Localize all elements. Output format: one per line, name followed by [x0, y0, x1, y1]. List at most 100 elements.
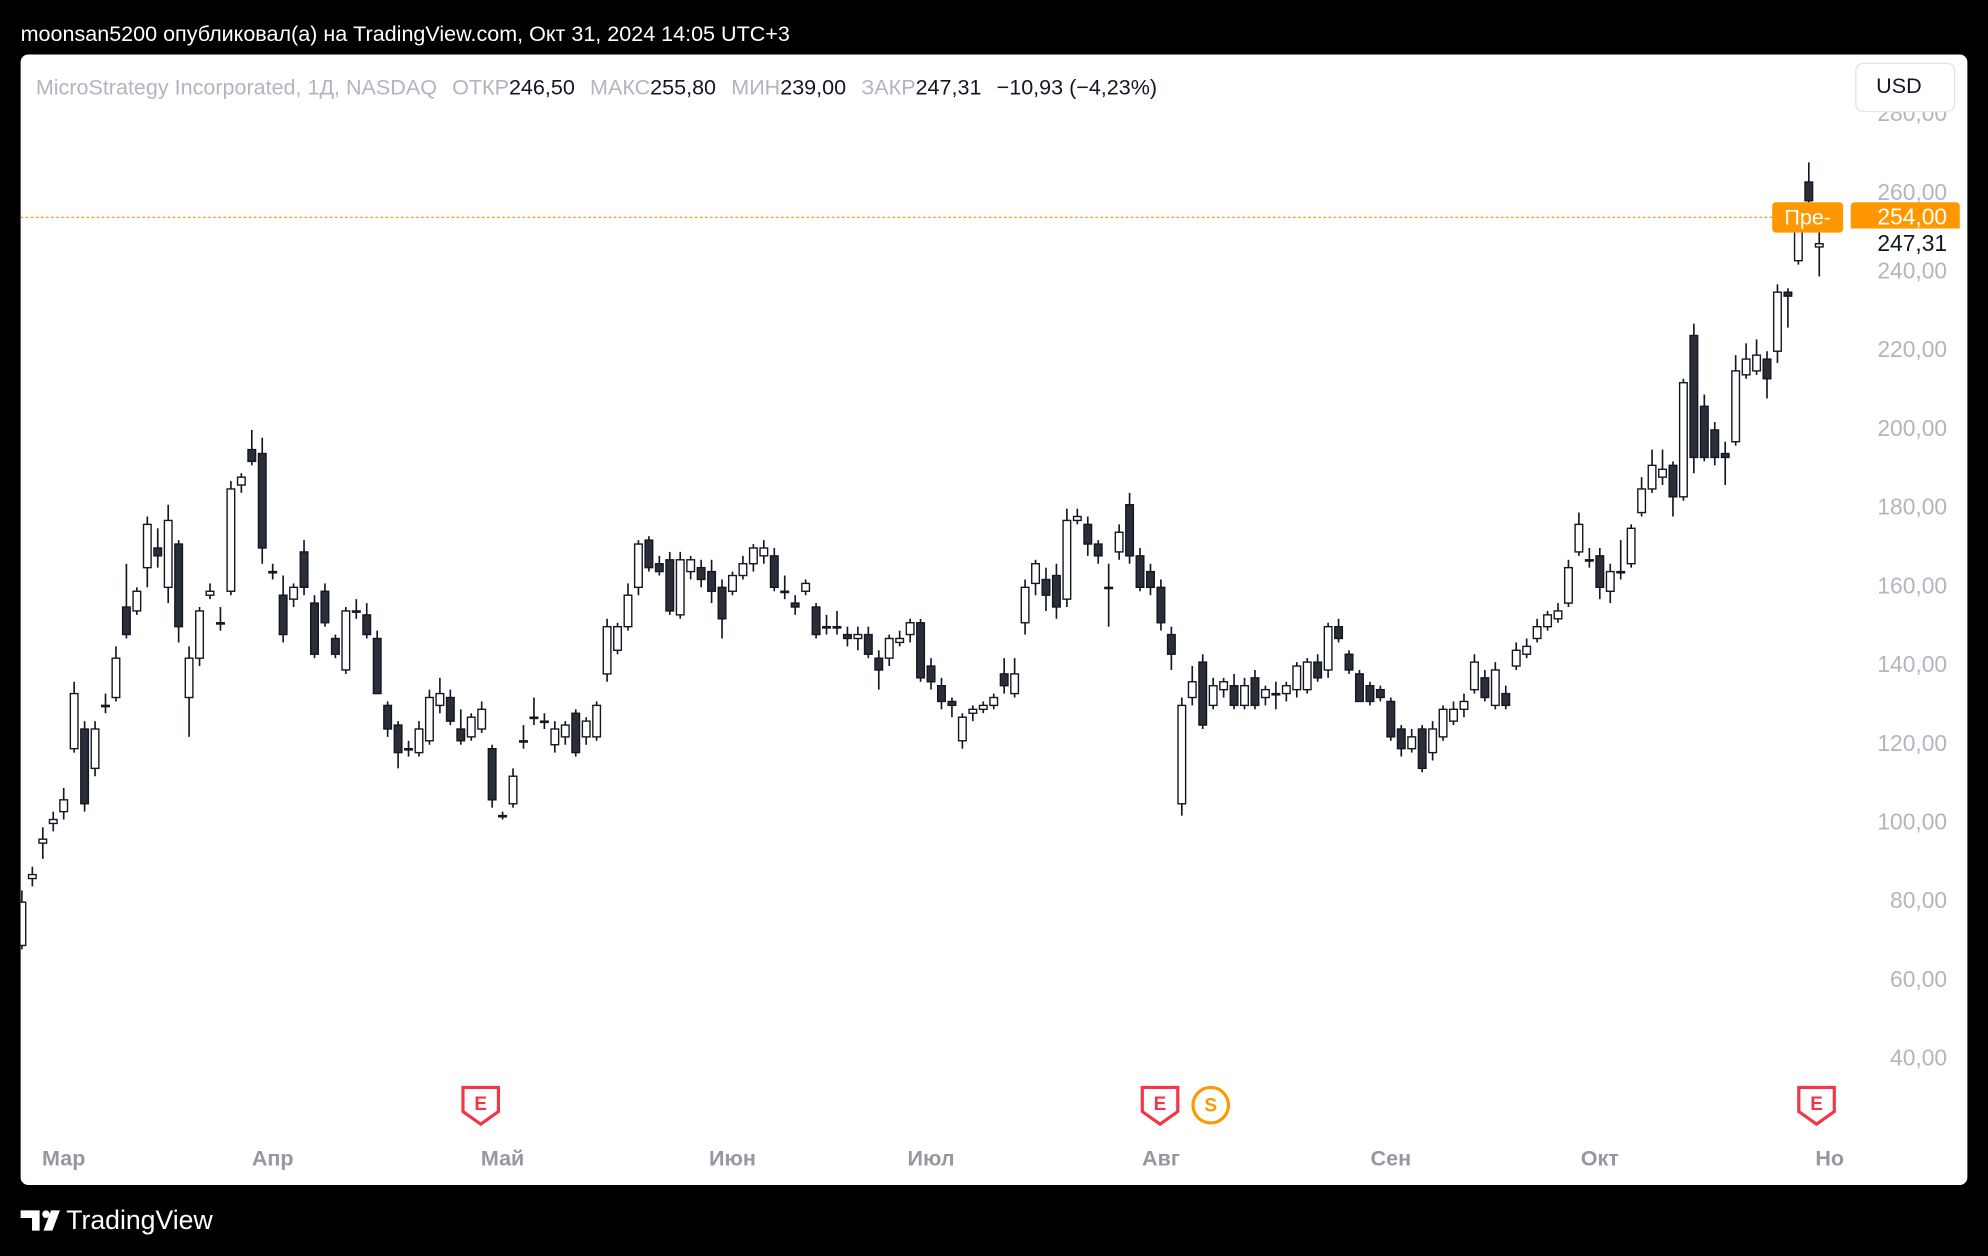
candle-body	[1114, 531, 1124, 553]
candle-body	[884, 637, 894, 659]
y-tick-label: 80,00	[1890, 887, 1947, 913]
candle-body	[905, 622, 915, 636]
candle-body	[1250, 677, 1260, 707]
candle-body	[999, 673, 1009, 687]
candle-body	[1260, 688, 1270, 699]
candle-body	[1010, 673, 1020, 695]
candle-body	[1647, 464, 1657, 490]
x-tick-label: Сен	[1371, 1146, 1412, 1170]
y-tick-label: 140,00	[1877, 651, 1947, 677]
candle-body	[247, 448, 257, 463]
candle-body	[1449, 708, 1459, 722]
event-icon[interactable]	[1140, 1085, 1180, 1127]
y-tick-label: 220,00	[1877, 336, 1947, 362]
candle-body	[1187, 681, 1197, 699]
event-label[interactable]: E	[1810, 1094, 1823, 1115]
candle-body	[1031, 563, 1041, 585]
candle-body	[1083, 523, 1093, 545]
candle-body	[1375, 688, 1385, 699]
candle-body	[707, 570, 717, 592]
candle-body	[424, 696, 434, 742]
publish-caption: moonsan5200 опубликовал(а) на TradingVie…	[21, 22, 790, 46]
candle-body	[90, 728, 100, 770]
low: 239,00	[780, 75, 846, 99]
open: 246,50	[509, 75, 575, 99]
event-icon[interactable]	[461, 1085, 501, 1127]
event-label[interactable]: S	[1204, 1095, 1217, 1116]
candle-body	[142, 523, 152, 569]
candle-body	[769, 555, 779, 589]
candle-body	[790, 602, 800, 608]
candle-body	[644, 539, 654, 569]
premarket-price-badge	[1850, 202, 1960, 233]
candle-body	[299, 551, 309, 589]
logo-v	[43, 1210, 60, 1231]
candle-body	[1793, 228, 1803, 262]
event-icon[interactable]	[1191, 1085, 1231, 1125]
event-split[interactable]: S	[1191, 1085, 1231, 1125]
candle-body	[727, 574, 737, 592]
last-price-badge	[1850, 228, 1960, 259]
candle-body	[320, 590, 330, 624]
candle-body	[1166, 633, 1176, 655]
currency[interactable]: USD	[1876, 74, 1921, 98]
candle-body	[226, 488, 236, 592]
candle-body	[654, 563, 664, 573]
candle-body	[1595, 555, 1605, 589]
candle-body	[69, 692, 79, 750]
candle-body	[1093, 543, 1103, 557]
candle-body	[1616, 570, 1626, 574]
currency-box[interactable]	[1855, 62, 1956, 113]
candle-body	[696, 566, 706, 581]
candle-body	[926, 665, 936, 683]
event-label[interactable]: E	[1154, 1094, 1167, 1115]
event-earnings[interactable]: E	[1797, 1085, 1836, 1127]
candle-body	[623, 594, 633, 628]
candle-body	[1302, 661, 1312, 691]
event-earnings[interactable]: E	[1140, 1085, 1180, 1127]
candle-body	[863, 633, 873, 655]
candle-body	[1626, 527, 1636, 565]
candle-body	[27, 873, 37, 880]
candle-body	[1584, 559, 1594, 562]
candle-body	[132, 590, 142, 612]
candle-body	[1292, 665, 1302, 691]
candle-body	[1710, 429, 1720, 459]
candle-body	[1804, 181, 1814, 202]
event-label[interactable]: E	[474, 1094, 487, 1115]
candle-body	[1637, 488, 1647, 514]
candle-body	[1574, 523, 1584, 553]
currency-button[interactable]: USD	[1855, 62, 1956, 113]
candle-body	[487, 747, 497, 801]
candle-body	[801, 582, 811, 592]
candle-body	[309, 602, 319, 655]
candle-body	[456, 728, 466, 742]
candle-body	[1386, 700, 1396, 738]
candle-body	[916, 622, 926, 679]
close-label: ЗАКР	[861, 75, 915, 99]
candle-body	[111, 657, 121, 699]
candle-body	[539, 720, 549, 724]
candle-body	[957, 716, 967, 742]
candle-body	[372, 637, 382, 695]
candle-body	[1469, 661, 1479, 691]
event-icon[interactable]	[1797, 1085, 1836, 1127]
candle-body	[1417, 728, 1427, 770]
candle-body	[100, 704, 110, 708]
high-label: МАКС	[590, 75, 650, 99]
candle-body	[20, 901, 27, 947]
candle-body	[1658, 468, 1668, 478]
candle-body	[717, 586, 727, 620]
high: 255,80	[650, 75, 716, 99]
event-earnings[interactable]: E	[461, 1085, 501, 1127]
candle-body	[780, 590, 790, 594]
y-tick-label: 180,00	[1877, 494, 1947, 520]
candle-body	[1501, 692, 1511, 707]
candle-body	[268, 570, 278, 574]
candle-body	[1605, 570, 1615, 592]
candle-body	[853, 633, 863, 640]
candle-body	[508, 775, 518, 805]
candle-body	[560, 724, 570, 738]
candle-body	[153, 547, 163, 557]
